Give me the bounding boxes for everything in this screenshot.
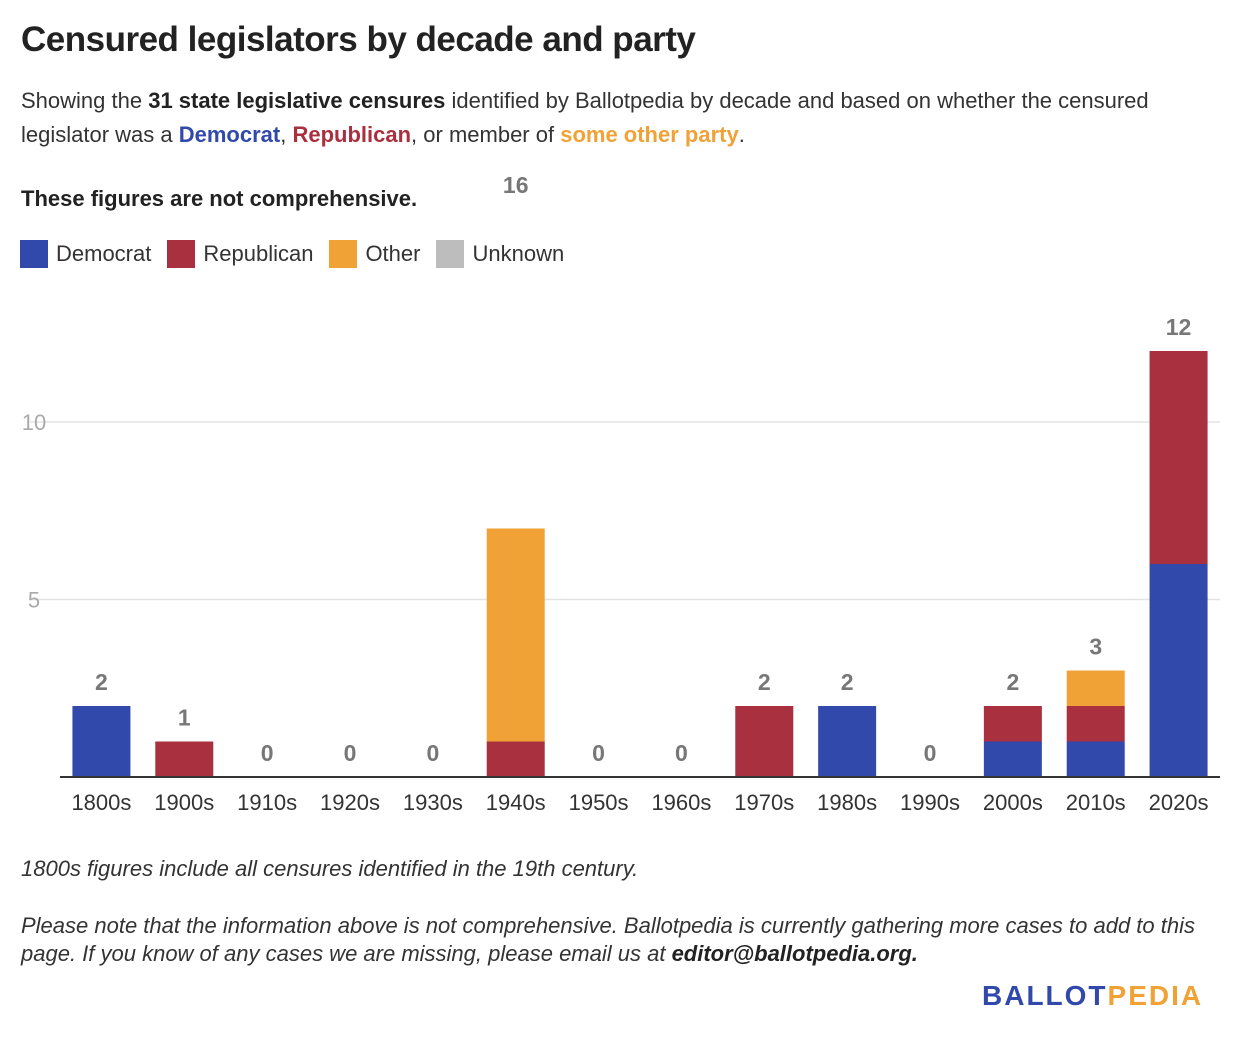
- x-tick-label: 2000s: [983, 790, 1043, 815]
- legend-label: Democrat: [56, 241, 152, 266]
- x-tick-label: 1980s: [817, 790, 877, 815]
- legend-item-other: Other: [329, 240, 420, 268]
- x-tick-label: 1950s: [569, 790, 629, 815]
- legend-swatch: [329, 240, 358, 268]
- chart-subtitle: Showing the 31 state legislative censure…: [21, 88, 1149, 147]
- disclaimer-note: These figures are not comprehensive.: [21, 186, 418, 211]
- bar-segment-democrat: [1066, 741, 1125, 777]
- bar-segment-republican: [983, 706, 1042, 742]
- y-tick-label: 10: [22, 410, 46, 435]
- legend-swatch: [436, 240, 465, 268]
- legend-label: Unknown: [472, 241, 565, 266]
- data-label: 3: [1089, 634, 1102, 660]
- x-tick-label: 1930s: [403, 790, 463, 815]
- data-label: 16: [503, 172, 529, 198]
- chart-title: Censured legislators by decade and party: [21, 20, 696, 59]
- bar-segment-democrat: [818, 706, 877, 777]
- data-label: 0: [675, 740, 688, 766]
- x-tick-label: 2010s: [1066, 790, 1126, 815]
- bar-segment-republican: [155, 741, 214, 777]
- data-label: 2: [1006, 669, 1019, 695]
- x-tick-label: 2020s: [1149, 790, 1209, 815]
- legend-swatch: [20, 240, 48, 268]
- footnote: 1800s figures include all censures ident…: [21, 856, 639, 881]
- data-label: 0: [426, 740, 439, 766]
- legend-label: Other: [365, 241, 421, 266]
- data-label: 1: [178, 705, 191, 731]
- x-tick-label: 1910s: [237, 790, 297, 815]
- x-tick-label: 1920s: [320, 790, 380, 815]
- x-tick-label: 1900s: [154, 790, 214, 815]
- data-label: 0: [261, 740, 274, 766]
- bar-segment-other: [486, 528, 545, 742]
- bar-segment-republican: [735, 706, 794, 777]
- bar-segment-democrat: [983, 741, 1042, 777]
- legend-swatch: [167, 240, 196, 268]
- legend-item-unknown: Unknown: [436, 240, 564, 268]
- x-tick-label: 1960s: [651, 790, 711, 815]
- data-label: 0: [344, 740, 357, 766]
- bar-segment-republican: [1066, 706, 1125, 742]
- x-tick-label: 1970s: [734, 790, 794, 815]
- x-tick-label: 1990s: [900, 790, 960, 815]
- bar-segment-other: [1066, 670, 1125, 706]
- legend-item-democrat: Democrat: [20, 240, 151, 268]
- bar-segment-republican: [486, 741, 545, 777]
- y-tick-label: 5: [28, 588, 40, 613]
- x-tick-label: 1940s: [486, 790, 546, 815]
- x-tick-label: 1800s: [71, 790, 131, 815]
- data-label: 0: [924, 740, 937, 766]
- bar-segment-democrat: [72, 706, 131, 777]
- data-label: 12: [1166, 314, 1192, 340]
- legend-label: Republican: [203, 241, 314, 266]
- email-link[interactable]: editor@ballotpedia.org.: [671, 941, 918, 966]
- data-label: 2: [841, 669, 854, 695]
- data-label: 2: [95, 669, 108, 695]
- data-label: 2: [758, 669, 771, 695]
- ballotpedia-logo: BALLOTPEDIA: [982, 980, 1204, 1011]
- legend: Democrat Republican Other Unknown: [20, 240, 564, 268]
- data-label: 0: [592, 740, 605, 766]
- legend-item-republican: Republican: [167, 240, 313, 268]
- footnote-disclaimer: Please note that the information above i…: [21, 913, 1196, 966]
- bar-segment-democrat: [1149, 564, 1208, 777]
- bar-segment-republican: [1149, 351, 1208, 564]
